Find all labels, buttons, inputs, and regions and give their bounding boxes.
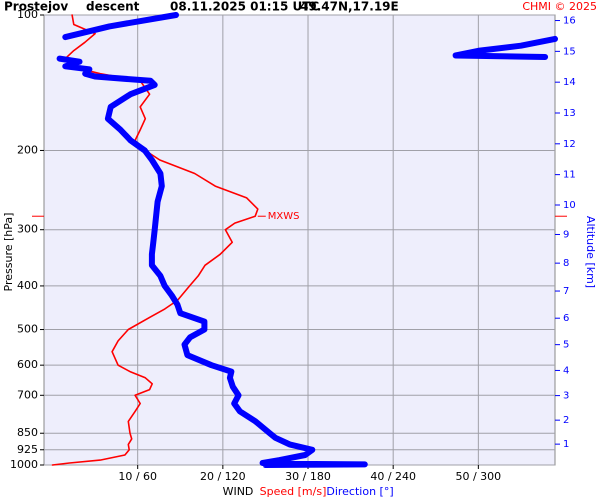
x-tick-label: 10 / 60 [118,470,157,483]
y-tick-label: 100 [17,8,38,21]
y2-tick-label: 7 [563,286,569,297]
y-tick-label: 850 [17,426,38,439]
y2-tick-label: 11 [563,170,576,181]
y2-tick-label: 5 [563,340,569,351]
y2-tick-label: 1 [563,439,569,450]
y2-tick-label: 10 [563,200,576,211]
plot-background [43,14,556,466]
station: Prostejov [4,0,68,14]
position: 49.47N,17.19E [300,0,399,14]
credit: CHMI © 2025 [522,0,597,13]
legend-title: WIND [223,485,254,498]
legend-entry: Direction [°] [326,485,393,498]
profile-line [51,14,259,466]
y2-tick-label: 9 [563,229,569,240]
y-tick-label: 925 [17,443,38,456]
y-tick-label: 400 [17,279,38,292]
y2-tick-label: 8 [563,258,569,269]
y2-tick-label: 14 [563,77,576,88]
y-tick-label: 500 [17,323,38,336]
y2-axis-label: Altitude [km] [584,216,597,288]
x-tick-label: 40 / 240 [370,470,416,483]
x-tick-label: 20 / 120 [200,470,246,483]
x-tick-label: 30 / 180 [285,470,331,483]
y2-tick-label: 15 [563,46,576,57]
y-axis-label: Pressure [hPa] [2,213,15,292]
time: 08.11.2025 01:15 UTC [170,0,319,14]
profile-line [56,12,558,468]
y2-tick-label: 12 [563,139,576,150]
y-tick-label: 300 [17,223,38,236]
y2-tick-label: 6 [563,313,569,324]
y2-tick-label: 3 [563,391,569,402]
x-tick-label: 50 / 300 [455,470,501,483]
y2-tick-label: 16 [563,16,576,27]
annotation-label: MXWS [268,211,300,222]
y2-tick-label: 4 [563,365,569,376]
y-tick-label: 600 [17,358,38,371]
legend-entry: Speed [m/s] [260,485,327,498]
mode: descent [86,0,140,14]
y-tick-label: 700 [17,388,38,401]
y-tick-label: 1000 [10,458,38,471]
y2-tick-label: 13 [563,108,576,119]
y2-tick-label: 2 [563,415,569,426]
y-tick-label: 200 [17,143,38,156]
